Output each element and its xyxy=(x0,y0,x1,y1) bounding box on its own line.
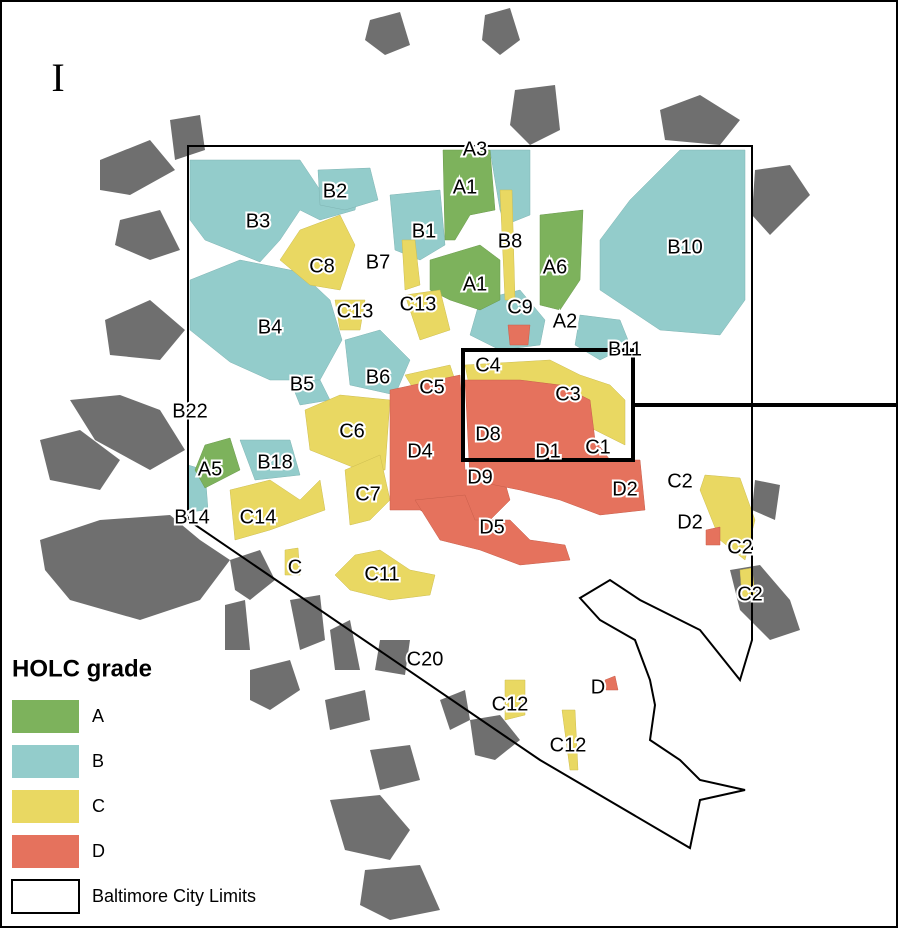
area-label: D9 xyxy=(467,466,493,488)
area-label: C11 xyxy=(364,563,399,585)
area-label: B8 xyxy=(498,230,522,252)
area-label: B7 xyxy=(366,251,390,273)
panel-label: I xyxy=(51,55,64,100)
area-label: A2 xyxy=(553,310,577,332)
area-label: D8 xyxy=(475,423,501,445)
area-label: B10 xyxy=(667,236,703,258)
area-label: D4 xyxy=(407,440,433,462)
surrounding-areas xyxy=(40,8,810,920)
area-label: A1 xyxy=(463,273,487,295)
area-label: D2 xyxy=(612,478,638,500)
legend-label: C xyxy=(92,796,105,816)
area-label: A6 xyxy=(543,256,567,278)
area-label: C12 xyxy=(550,734,587,756)
area-label: C5 xyxy=(419,376,445,398)
area-label: C xyxy=(288,556,302,578)
area-label: C12 xyxy=(492,693,529,715)
legend-swatch xyxy=(11,879,80,914)
legend-swatch xyxy=(12,700,79,733)
area-label: A5 xyxy=(198,458,222,480)
city-limits xyxy=(187,145,753,850)
area-label: C9 xyxy=(507,296,533,318)
legend-swatch xyxy=(12,790,79,823)
area-label: C2 xyxy=(667,470,693,492)
area-label: C20 xyxy=(407,648,444,670)
area-label: B4 xyxy=(258,316,282,338)
area-label: B11 xyxy=(608,338,642,360)
area-label: C3 xyxy=(555,383,581,405)
area-label: D xyxy=(591,676,605,698)
area-label: C4 xyxy=(475,354,501,376)
legend-items: A B C D Baltimore City Limits xyxy=(11,700,256,914)
area-label: A1 xyxy=(453,176,477,198)
area-label: C2 xyxy=(727,536,753,558)
area-label: B14 xyxy=(174,506,210,528)
area-label: B6 xyxy=(366,366,390,388)
legend-title: HOLC grade xyxy=(12,655,152,682)
area-label: C13 xyxy=(400,293,437,315)
legend-label: D xyxy=(92,841,105,861)
area-label: B5 xyxy=(290,373,314,395)
area-label: B3 xyxy=(246,210,270,232)
area-label: C14 xyxy=(240,506,277,528)
legend-swatch xyxy=(12,835,79,868)
area-label: B1 xyxy=(412,220,436,242)
legend-label: A xyxy=(92,706,104,726)
area-label: C6 xyxy=(339,420,365,442)
area-label: D5 xyxy=(479,516,505,538)
area-label: D2 xyxy=(677,511,703,533)
legend: HOLC grade A B C D Baltimore City Limits xyxy=(11,655,256,914)
holc-areas xyxy=(187,149,756,771)
area-label: A3 xyxy=(463,138,487,160)
legend-label: B xyxy=(92,751,104,771)
legend-label: Baltimore City Limits xyxy=(92,886,256,906)
area-label: C1 xyxy=(585,436,611,458)
area-label: C7 xyxy=(355,483,381,505)
area-label: D1 xyxy=(535,440,561,462)
area-label: B2 xyxy=(323,180,347,202)
area-labels: A3 B2 A1 B3 B1 B8 C8 B7 A6 B10 A1 C13 C13 C9 A2 B4 B11 C4… xyxy=(170,136,765,758)
legend-swatch xyxy=(12,745,79,778)
area-label: C8 xyxy=(309,255,335,277)
area-label: B18 xyxy=(257,451,293,473)
area-label: C2 xyxy=(737,583,763,605)
area-label: B22 xyxy=(172,400,208,422)
area-label: C13 xyxy=(337,300,374,322)
